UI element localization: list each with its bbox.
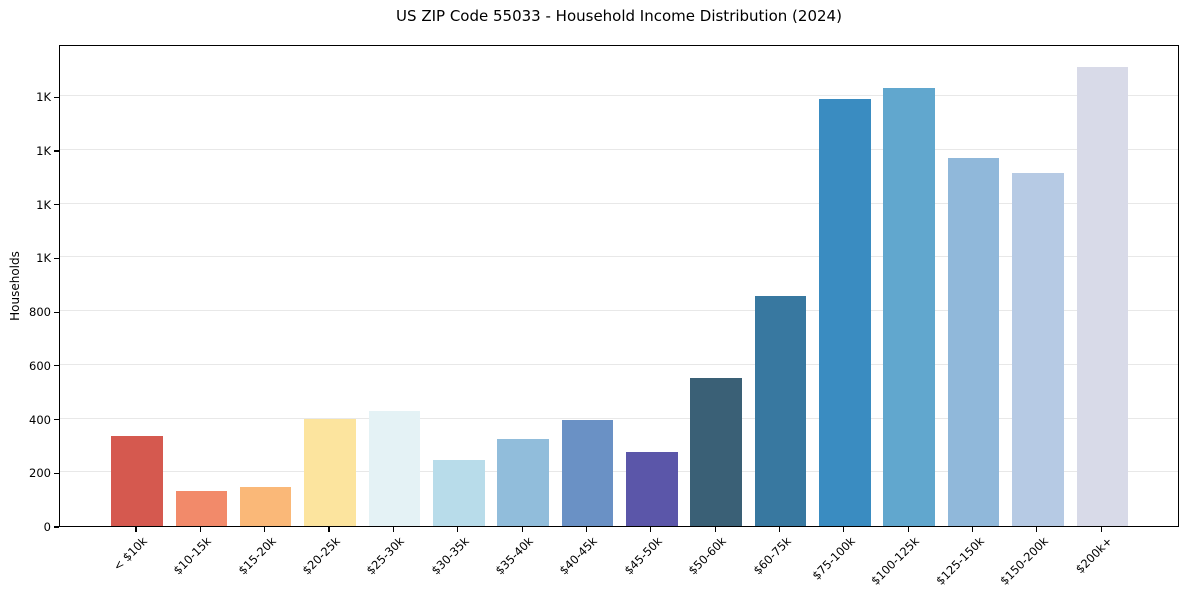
- x-tick-mark: [585, 527, 588, 532]
- x-tick-mark: [1036, 527, 1038, 532]
- y-tick-mark: [54, 257, 59, 260]
- y-tick-label: 1K: [36, 144, 51, 159]
- x-tick-mark: [457, 527, 459, 532]
- x-tick-mark: [843, 527, 845, 532]
- y-tick-label: 1K: [36, 251, 51, 266]
- bar-< $10k: [111, 436, 163, 526]
- x-tick-label: $25-30k: [363, 534, 408, 578]
- y-tick-label: 1K: [36, 197, 51, 212]
- x-tick-label: $100-125k: [868, 534, 923, 588]
- x-tick-label: $60-75k: [749, 534, 794, 578]
- bar-$30-35k: [433, 460, 485, 526]
- x-tick-mark: [971, 527, 974, 532]
- x-tick-label: $125-150k: [932, 534, 987, 588]
- y-tick-mark: [54, 96, 59, 98]
- y-tick-label: 1K: [36, 90, 51, 105]
- x-tick-mark: [135, 527, 137, 532]
- gridline: [60, 363, 1178, 365]
- y-tick-label: 400: [29, 412, 51, 427]
- x-tick-label: $20-25k: [299, 534, 343, 578]
- bar-$40-45k: [561, 419, 614, 526]
- bar-$10-15k: [175, 491, 228, 526]
- y-tick-mark: [54, 311, 59, 313]
- x-tick-label: $150-200k: [997, 534, 1051, 588]
- x-tick-label: $200k+: [1073, 534, 1116, 577]
- bar-$20-25k: [304, 418, 356, 526]
- x-tick-label: $50-60k: [685, 534, 730, 578]
- bar-$75-100k: [819, 99, 871, 526]
- x-tick-mark: [714, 527, 716, 532]
- y-tick-mark: [54, 472, 59, 474]
- gridline: [60, 149, 1178, 151]
- x-tick-label: $35-40k: [492, 534, 536, 578]
- y-tick-label: 200: [29, 466, 51, 481]
- x-tick-mark: [1100, 527, 1102, 532]
- gridline: [60, 95, 1178, 97]
- y-tick-mark: [54, 365, 59, 367]
- x-tick-label: $15-20k: [235, 534, 279, 578]
- x-tick-label: $30-35k: [428, 534, 472, 578]
- y-tick-label: 800: [29, 305, 51, 320]
- gridline: [60, 310, 1178, 312]
- x-tick-label: $45-50k: [621, 534, 665, 578]
- x-tick-label: $10-15k: [170, 534, 215, 578]
- y-tick-mark: [54, 204, 59, 206]
- x-tick-mark: [328, 527, 330, 532]
- bar-$60-75k: [754, 296, 807, 526]
- y-tick-label: 600: [29, 358, 51, 373]
- x-tick-label: $40-45k: [556, 534, 601, 578]
- gridline: [60, 417, 1178, 419]
- x-tick-mark: [778, 527, 781, 532]
- y-tick-mark: [54, 418, 59, 421]
- y-tick-mark: [54, 526, 59, 528]
- x-tick-mark: [907, 527, 909, 532]
- bar-$45-50k: [626, 452, 678, 526]
- bar-$50-60k: [690, 378, 742, 526]
- x-tick-mark: [199, 527, 201, 532]
- y-tick-mark: [54, 150, 59, 152]
- x-tick-mark: [650, 527, 652, 532]
- chart-title: US ZIP Code 55033 - Household Income Dis…: [396, 7, 842, 25]
- y-axis-label-container: Households: [0, 45, 34, 527]
- x-tick-label: < $10k: [110, 534, 150, 574]
- bar-$25-30k: [368, 410, 421, 526]
- bar-$200k+: [1076, 66, 1128, 526]
- gridline: [60, 471, 1178, 473]
- gridline: [60, 256, 1178, 258]
- bar-$125-150k: [947, 158, 1000, 526]
- x-tick-mark: [264, 527, 266, 532]
- x-tick-mark: [392, 527, 394, 532]
- gridline: [60, 202, 1178, 204]
- plot-area: [59, 45, 1179, 527]
- bar-$100-125k: [883, 88, 935, 526]
- y-tick-label: 0: [43, 520, 51, 534]
- bar-$15-20k: [239, 487, 292, 526]
- x-tick-mark: [521, 527, 523, 532]
- x-tick-label: $75-100k: [809, 534, 858, 583]
- bar-$35-40k: [497, 438, 549, 526]
- bar-$150-200k: [1012, 172, 1064, 526]
